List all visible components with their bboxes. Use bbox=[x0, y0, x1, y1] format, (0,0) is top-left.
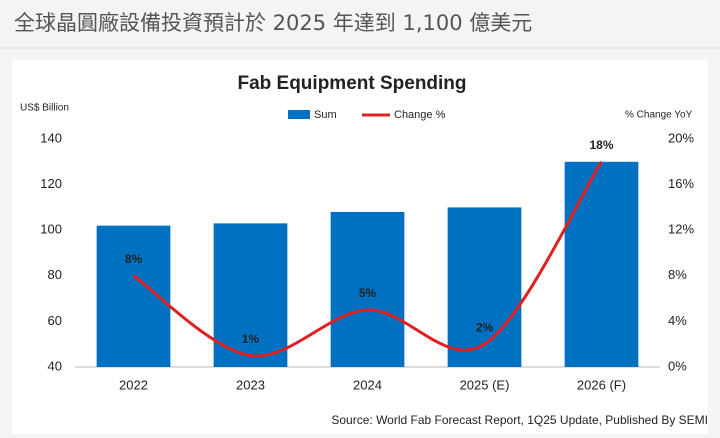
y-tick-label: 140 bbox=[40, 130, 62, 145]
bar bbox=[447, 207, 522, 367]
legend-label: Change % bbox=[394, 109, 446, 121]
data-label: 2% bbox=[476, 320, 494, 334]
line bbox=[132, 160, 603, 358]
x-tick-label: 2024 bbox=[353, 377, 382, 392]
data-label: 1% bbox=[242, 332, 260, 346]
data-label: 18% bbox=[589, 138, 613, 152]
bar bbox=[330, 211, 405, 367]
page-title: 全球晶圓廠設備投資預計於 2025 年達到 1,100 億美元 bbox=[14, 11, 532, 35]
data-label: 8% bbox=[125, 252, 143, 266]
x-tick-label: 2026 (F) bbox=[577, 377, 626, 392]
bar bbox=[213, 223, 288, 367]
y-tick-label: 40 bbox=[48, 358, 62, 373]
y2-tick-label: 16% bbox=[668, 176, 694, 191]
y2-axis-label: % Change YoY bbox=[625, 110, 693, 121]
x-tick-label: 2023 bbox=[236, 377, 265, 392]
data-label: 5% bbox=[359, 286, 377, 300]
y-axis-label: US$ Billion bbox=[20, 103, 69, 114]
y-tick-label: 60 bbox=[48, 313, 62, 328]
legend-label: Sum bbox=[314, 109, 337, 121]
source-note: Source: World Fab Forecast Report, 1Q25 … bbox=[331, 413, 708, 427]
y2-tick-label: 0% bbox=[668, 358, 687, 373]
bar bbox=[564, 161, 639, 367]
y-tick-label: 120 bbox=[40, 176, 62, 191]
chart-title: Fab Equipment Spending bbox=[237, 73, 466, 94]
x-tick-label: 2022 bbox=[119, 377, 148, 392]
y-tick-label: 80 bbox=[48, 267, 62, 282]
y2-tick-label: 20% bbox=[668, 130, 694, 145]
legend-swatch bbox=[288, 110, 310, 119]
y2-tick-label: 8% bbox=[668, 267, 687, 282]
y2-tick-label: 12% bbox=[668, 222, 694, 237]
y2-tick-label: 4% bbox=[668, 313, 687, 328]
y-tick-label: 100 bbox=[40, 222, 62, 237]
x-tick-label: 2025 (E) bbox=[460, 377, 510, 392]
